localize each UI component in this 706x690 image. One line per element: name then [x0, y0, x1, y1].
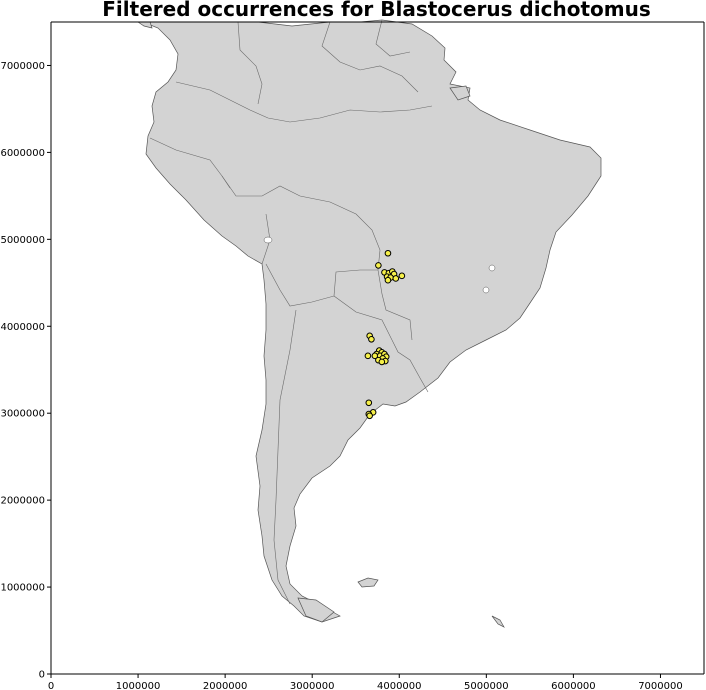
y-tick-label: 5000000 [0, 235, 45, 246]
y-ticks: 0 1000000 2000000 3000000 4000000 5000000 6000… [0, 61, 51, 681]
x-tick-label: 4000000 [377, 681, 422, 690]
y-tick-label: 6000000 [0, 148, 45, 159]
y-tick-label: 0 [39, 670, 45, 681]
occurrence-point [375, 262, 382, 269]
lake-titicaca [263, 236, 273, 244]
south-georgia [491, 615, 505, 628]
occurrence-point [392, 275, 400, 282]
occurrence-point [365, 399, 373, 407]
axes: 0 1000000 2000000 3000000 4000000 5000000 6000… [0, 21, 705, 690]
central-america-fragment [136, 21, 153, 29]
x-tick-label: 6000000 [551, 681, 596, 690]
lake-reservoir-2 [482, 286, 490, 294]
y-tick-label: 1000000 [0, 583, 45, 594]
tierra-del-fuego [297, 597, 335, 623]
y-tick-label: 2000000 [0, 496, 45, 507]
map-title: Filtered occurrences for Blastocerus dic… [102, 0, 651, 21]
lake-reservoir [488, 264, 496, 272]
x-tick-label: 3000000 [290, 681, 335, 690]
x-tick-label: 5000000 [464, 681, 509, 690]
occurrence-point [398, 272, 406, 280]
occurrence-point [378, 358, 386, 366]
x-tick-label: 2000000 [203, 681, 248, 690]
occurrence-point [384, 249, 392, 257]
x-tick-label: 1000000 [116, 681, 161, 690]
occurrence-point [368, 336, 375, 343]
occurrence-points [364, 249, 406, 420]
x-tick-label: 0 [48, 681, 54, 690]
occurrence-point [384, 276, 392, 284]
plot-area [136, 19, 602, 628]
y-tick-label: 4000000 [0, 322, 45, 333]
falkland-islands [357, 577, 379, 588]
y-tick-label: 3000000 [0, 409, 45, 420]
trinidad-island [449, 85, 471, 101]
country-borders [149, 19, 433, 605]
y-tick-label: 7000000 [0, 61, 45, 72]
occurrence-point [364, 352, 372, 360]
occurrence-point [366, 412, 373, 420]
x-ticks: 0 1000000 2000000 3000000 4000000 5000000 6000… [48, 674, 683, 690]
x-tick-label: 7000000 [638, 681, 683, 690]
south-america-landmass [142, 19, 602, 623]
